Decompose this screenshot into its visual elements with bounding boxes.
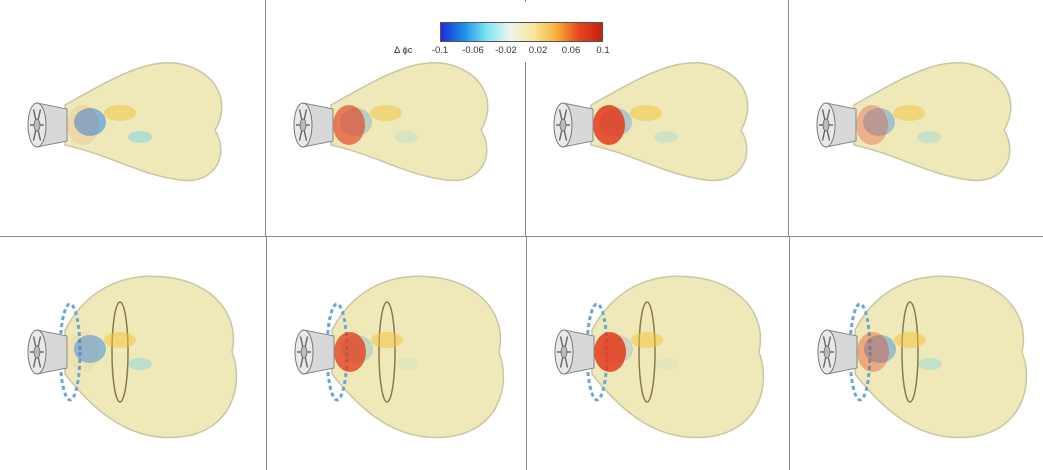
cool-region xyxy=(128,131,152,143)
hot-region xyxy=(593,105,625,145)
colorbar-tick: 0.1 xyxy=(596,45,610,56)
cold-region xyxy=(74,335,106,363)
flame-render xyxy=(553,62,749,182)
colorbar-tick: 0.06 xyxy=(561,45,581,56)
cool-region xyxy=(394,131,418,143)
cool-region xyxy=(128,358,152,370)
colorbar-variable-label: Δ ϕc xyxy=(394,45,413,56)
hot-region xyxy=(334,332,366,372)
colorbar-tick: -0.02 xyxy=(495,45,517,56)
hot-region xyxy=(594,332,626,372)
col-divider-6 xyxy=(789,237,790,470)
vortex-ring-outer xyxy=(901,301,919,403)
colorbar-tick: -0.1 xyxy=(431,45,449,56)
burner-nozzle xyxy=(293,102,334,148)
flame-render xyxy=(294,275,505,439)
warm-region xyxy=(104,332,136,348)
flame-render xyxy=(27,275,238,439)
warm-region xyxy=(630,105,662,121)
cool-region xyxy=(917,131,941,143)
flame-surface xyxy=(854,275,1028,439)
hot-region xyxy=(857,332,889,372)
warm-region xyxy=(893,105,925,121)
cold-region xyxy=(74,108,106,136)
flame-surface xyxy=(330,62,489,182)
flame-render xyxy=(816,62,1012,182)
panel-bottom-1 xyxy=(0,237,266,470)
colorbar-tick: -0.06 xyxy=(462,45,484,56)
flame-render xyxy=(293,62,489,182)
cool-region xyxy=(654,131,678,143)
vortex-ring-outer xyxy=(111,301,129,403)
warm-region xyxy=(894,332,926,348)
burner-nozzle xyxy=(554,329,595,375)
col-divider-1 xyxy=(265,0,266,236)
flame-render xyxy=(817,275,1028,439)
warm-region xyxy=(104,105,136,121)
warm-region xyxy=(631,332,663,348)
colorbar-tick: 0.02 xyxy=(528,45,548,56)
flame-surface xyxy=(591,275,765,439)
burner-nozzle xyxy=(27,329,68,375)
col-divider-4 xyxy=(266,237,267,470)
cold-region xyxy=(863,108,895,136)
panel-top-1 xyxy=(0,0,265,236)
flame-surface xyxy=(331,275,505,439)
flame-render xyxy=(27,62,223,182)
colorbar-legend: Δ ϕc -0.1 -0.06 -0.02 0.02 0.06 0.1 xyxy=(384,2,630,62)
burner-nozzle xyxy=(817,329,858,375)
cool-region xyxy=(395,358,419,370)
row-divider xyxy=(0,236,1043,237)
col-divider-5 xyxy=(526,237,527,470)
flame-surface xyxy=(64,275,238,439)
panel-top-4 xyxy=(789,0,1043,236)
cold-region xyxy=(864,335,896,363)
burner-nozzle xyxy=(27,102,68,148)
flame-surface xyxy=(64,62,223,182)
cool-region xyxy=(655,358,679,370)
warm-region xyxy=(371,332,403,348)
col-divider-2 xyxy=(525,0,526,236)
vortex-ring-outer xyxy=(638,301,656,403)
burner-nozzle xyxy=(553,102,594,148)
cool-region xyxy=(918,358,942,370)
hot-region xyxy=(856,105,888,145)
burner-nozzle xyxy=(294,329,335,375)
flame-render xyxy=(554,275,765,439)
flame-surface xyxy=(853,62,1012,182)
panel-bottom-2 xyxy=(267,237,526,470)
warm-region xyxy=(370,105,402,121)
hot-region xyxy=(67,332,99,372)
flame-surface xyxy=(590,62,749,182)
hot-region xyxy=(67,105,99,145)
panel-bottom-3 xyxy=(527,237,789,470)
vortex-ring-outer xyxy=(378,301,396,403)
col-divider-3 xyxy=(788,0,789,236)
panel-bottom-4 xyxy=(790,237,1043,470)
colorbar-gradient xyxy=(440,22,603,42)
hot-region xyxy=(333,105,365,145)
burner-nozzle xyxy=(816,102,857,148)
